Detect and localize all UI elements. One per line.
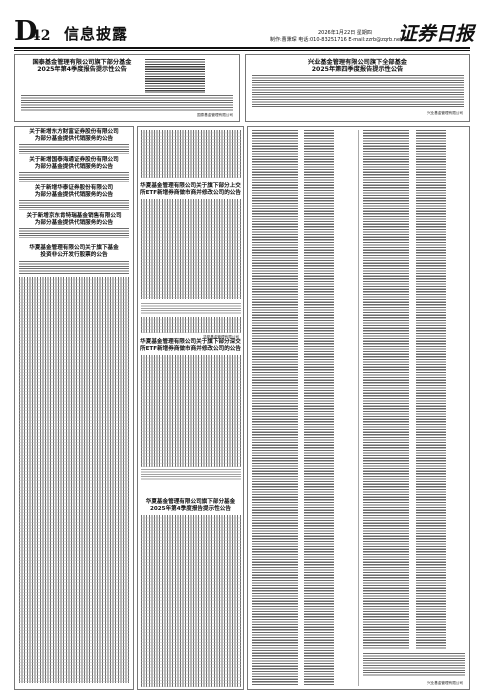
notice-body (19, 228, 129, 238)
notice-body (363, 653, 465, 677)
newspaper-logo: 证券日报 (398, 23, 475, 45)
page-number: 42 (31, 28, 51, 44)
notice-body (19, 261, 129, 275)
fund-list-table (141, 515, 241, 687)
etf-table (141, 355, 241, 467)
header-rule-thick (14, 47, 470, 49)
notice-body (141, 303, 241, 315)
notice-signature: 兴业基金管理有限公司 (427, 111, 463, 115)
notice-body (141, 469, 241, 481)
notice-title: 关于新增国泰海通证券股份有限公司 为部分基金提供代销服务的公告 (29, 157, 119, 170)
notice-guotai-q4: 国泰基金管理有限公司旗下部分基金 2025年第4季度报告提示性公告 国泰基金管理… (14, 54, 240, 122)
fund-list-col-1 (252, 130, 298, 686)
notice-signature: 华夏基金管理有限公司 (203, 335, 239, 339)
notice-title: 关于新增东方财富证券股份有限公司 为部分基金提供代销服务的公告 (29, 129, 119, 142)
notice-title: 华夏基金管理有限公司旗下部分基金 2025年第4季度报告提示性公告 (145, 499, 236, 512)
editor-credits: 制作:曹秉琛 电话:010-83251716 E-mail:zzrb@zqrb.… (270, 37, 403, 43)
notice-signature: 国泰基金管理有限公司 (197, 113, 233, 117)
etf-table (141, 317, 241, 333)
section-title: 信息披露 (64, 25, 129, 43)
column-divider (358, 130, 359, 686)
notice-title: 华夏基金管理有限公司关于旗下部分深交 所ETF新增券商做市商并修改公司的公告 (140, 339, 241, 352)
middle-column: 华夏基金管理有限公司关于旗下部分上交 所ETF新增券商做市商并修改公司的公告 华… (137, 126, 244, 690)
notice-body (19, 200, 129, 210)
notice-xingye-q4: 兴业基金管理有限公司旗下全部基金 2025年第四季度报告提示性公告 兴业基金管理… (245, 54, 470, 122)
notice-title: 关于新增京东肯特瑞基金销售有限公司 为部分基金提供代销服务的公告 (26, 213, 122, 226)
notice-body (19, 144, 129, 154)
etf-table (141, 130, 241, 178)
notice-body (19, 172, 129, 182)
holdings-table (19, 277, 129, 683)
notice-body (145, 59, 205, 93)
notice-title: 国泰基金管理有限公司旗下部分基金 2025年第4季度报告提示性公告 (32, 59, 132, 74)
section-letter: D (14, 16, 38, 47)
issue-date: 2026年1月22日 星期四 (318, 30, 372, 36)
fund-list-column: 兴业基金管理有限公司 (247, 126, 470, 690)
fund-list-col-2 (304, 130, 334, 686)
notice-title: 关于新增华泰证券股份有限公司 为部分基金提供代销服务的公告 (34, 185, 114, 198)
etf-table (141, 199, 241, 299)
notice-body (21, 95, 233, 111)
notice-body (252, 75, 464, 107)
fund-list-col-4 (416, 130, 446, 650)
notice-signature: 兴业基金管理有限公司 (427, 681, 463, 685)
left-column: 关于新增东方财富证券股份有限公司 为部分基金提供代销服务的公告 关于新增国泰海通… (14, 126, 134, 690)
notice-title: 华夏基金管理有限公司关于旗下基金 投资非公开发行股票的公告 (29, 245, 119, 258)
header-rule-thin (14, 50, 470, 51)
fund-list-col-3 (363, 130, 409, 650)
notice-title: 兴业基金管理有限公司旗下全部基金 2025年第四季度报告提示性公告 (308, 59, 407, 74)
notice-title: 华夏基金管理有限公司关于旗下部分上交 所ETF新增券商做市商并修改公司的公告 (140, 183, 241, 196)
